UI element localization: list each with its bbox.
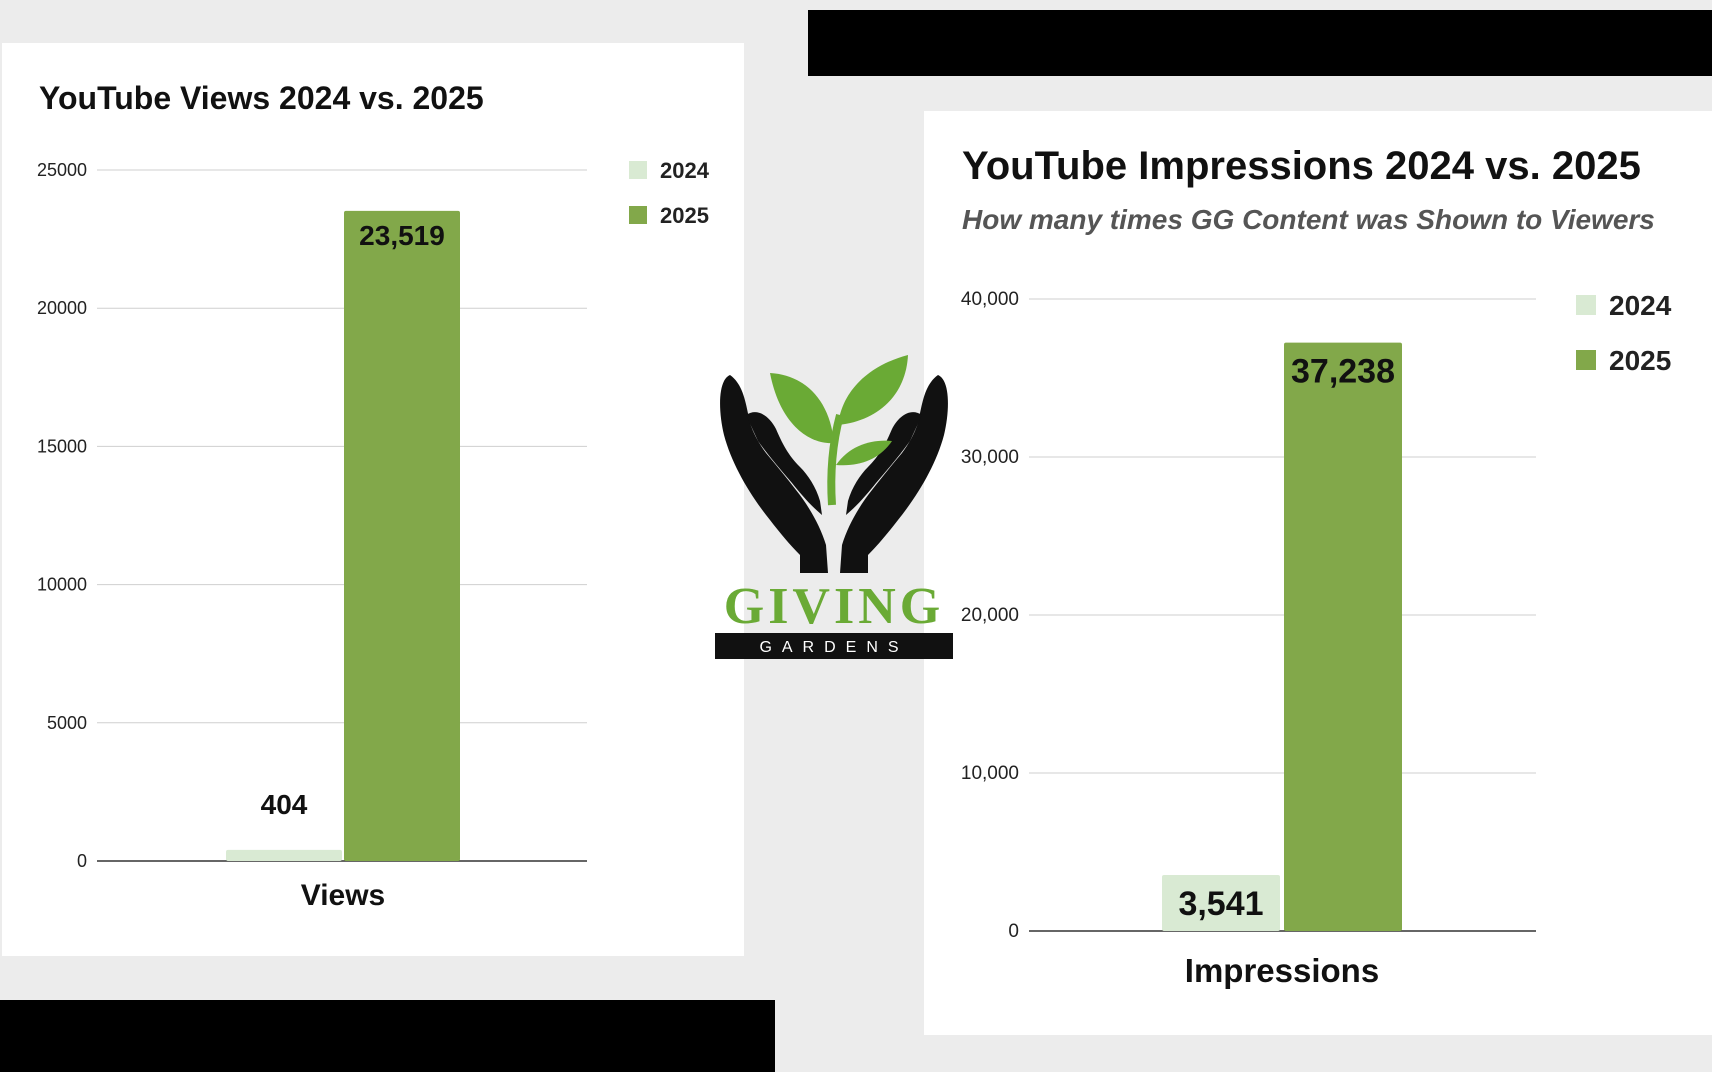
views-chart-panel: YouTube Views 2024 vs. 2025 0 5000 10000 150… (2, 43, 744, 956)
impressions-chart-panel: YouTube Impressions 2024 vs. 2025 How man… (924, 111, 1712, 1035)
data-label-2025: 23,519 (359, 220, 445, 251)
y-tick-label: 5000 (47, 713, 87, 733)
chart-title: YouTube Impressions 2024 vs. 2025 (962, 144, 1641, 188)
legend-swatch-2025 (1576, 350, 1596, 370)
bar-2025 (1284, 342, 1402, 931)
hands-sprout-icon: GIVING GARDENS (715, 355, 953, 659)
y-tick-label: 30,000 (961, 447, 1019, 468)
y-tick-label: 20,000 (961, 605, 1019, 626)
y-tick-label: 25000 (37, 160, 87, 180)
logo-subtitle: GARDENS (759, 639, 908, 656)
data-label-2024: 3,541 (1178, 885, 1263, 923)
y-tick-label: 0 (77, 851, 87, 871)
legend-swatch-2024 (1576, 295, 1596, 315)
category-label: Impressions (1185, 952, 1379, 989)
legend-swatch-2024 (629, 161, 647, 179)
bottom-black-bar (0, 1000, 775, 1072)
bar-2024 (226, 849, 342, 861)
y-tick-label: 10,000 (961, 763, 1019, 784)
bar-2025 (344, 210, 460, 862)
data-label-2024: 404 (261, 789, 308, 820)
impressions-chart: YouTube Impressions 2024 vs. 2025 How man… (961, 144, 1672, 989)
y-tick-label: 20000 (37, 298, 87, 318)
legend-label-2025: 2025 (660, 203, 709, 228)
category-label: Views (301, 879, 386, 912)
logo-title: GIVING (724, 578, 944, 635)
y-tick-label: 15000 (37, 436, 87, 456)
bar-2024 (1162, 875, 1280, 931)
y-tick-label: 0 (1008, 921, 1019, 942)
y-tick-label: 40,000 (961, 289, 1019, 310)
views-chart: YouTube Views 2024 vs. 2025 0 5000 10000 150… (37, 80, 710, 912)
logo-banner (715, 633, 953, 659)
giving-gardens-logo: GIVING GARDENS (710, 355, 958, 665)
legend-swatch-2025 (629, 206, 647, 224)
chart-title: YouTube Views 2024 vs. 2025 (39, 80, 484, 116)
legend-label-2024: 2024 (1609, 290, 1672, 321)
legend-label-2025: 2025 (1609, 345, 1671, 376)
y-tick-label: 10000 (37, 575, 87, 595)
legend-label-2024: 2024 (660, 158, 710, 183)
chart-subtitle: How many times GG Content was Shown to V… (962, 204, 1655, 235)
data-label-2025: 37,238 (1291, 353, 1395, 391)
top-black-bar (808, 10, 1712, 76)
